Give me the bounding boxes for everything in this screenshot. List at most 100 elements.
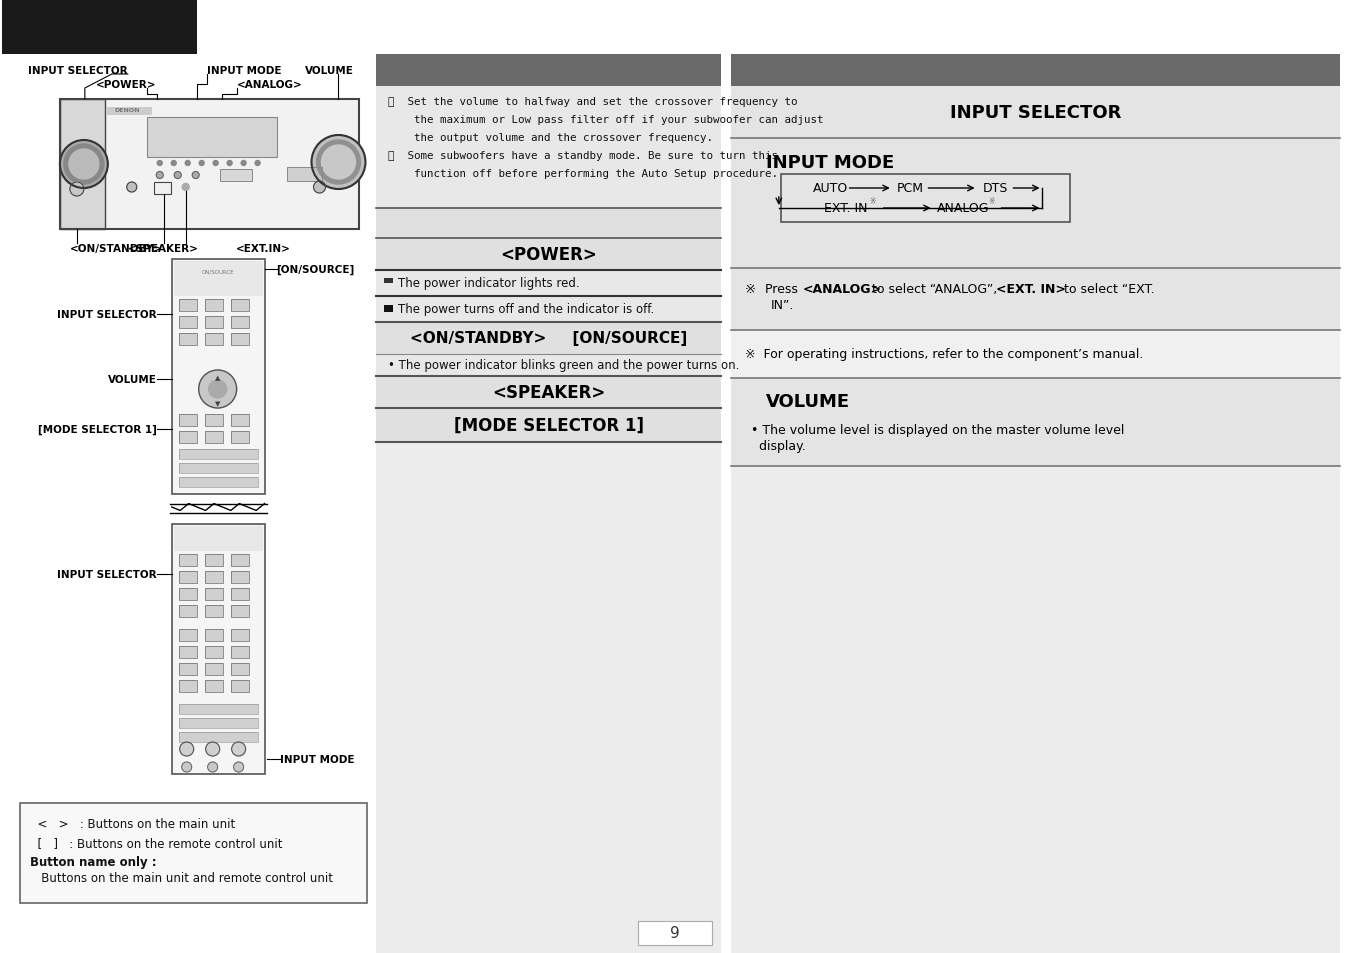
- Bar: [376, 209, 720, 239]
- Circle shape: [227, 161, 232, 167]
- Bar: [205, 572, 223, 583]
- Bar: [781, 174, 1070, 223]
- Bar: [178, 450, 258, 459]
- Bar: [205, 663, 223, 676]
- Bar: [178, 680, 197, 692]
- Text: Button name only :: Button name only :: [30, 855, 156, 868]
- Bar: [178, 704, 258, 714]
- Bar: [231, 605, 248, 618]
- Circle shape: [313, 182, 325, 193]
- Bar: [205, 432, 223, 443]
- Text: The power indicator lights red.: The power indicator lights red.: [398, 277, 580, 291]
- Circle shape: [63, 145, 104, 185]
- Bar: [178, 432, 197, 443]
- Text: <POWER>: <POWER>: [500, 246, 598, 264]
- Bar: [231, 415, 248, 427]
- Bar: [178, 646, 197, 659]
- Bar: [205, 663, 223, 676]
- Bar: [376, 87, 720, 209]
- Text: VOLUME: VOLUME: [766, 393, 850, 411]
- Text: ON/SOURCE: ON/SOURCE: [202, 269, 235, 274]
- Circle shape: [158, 161, 162, 167]
- Text: <POWER>: <POWER>: [96, 80, 156, 90]
- Bar: [20, 803, 367, 903]
- Bar: [731, 87, 1340, 953]
- Circle shape: [255, 161, 260, 167]
- Circle shape: [179, 742, 194, 757]
- Bar: [178, 572, 197, 583]
- Bar: [178, 680, 197, 692]
- Bar: [178, 663, 197, 676]
- Circle shape: [70, 183, 84, 196]
- Bar: [178, 477, 258, 488]
- Bar: [178, 646, 197, 659]
- Text: PCM: PCM: [897, 182, 924, 195]
- Bar: [638, 921, 712, 945]
- Text: 9: 9: [670, 925, 680, 941]
- Bar: [231, 316, 248, 329]
- Bar: [205, 680, 223, 692]
- Text: VOLUME: VOLUME: [108, 375, 156, 385]
- Text: <ON/STANDBY>     [ON/SOURCE]: <ON/STANDBY> [ON/SOURCE]: [410, 331, 687, 346]
- Bar: [220, 170, 252, 182]
- Bar: [231, 572, 248, 583]
- Bar: [286, 168, 321, 182]
- Circle shape: [171, 161, 177, 167]
- Text: DTS: DTS: [983, 182, 1008, 195]
- Bar: [231, 555, 248, 566]
- Bar: [178, 732, 258, 742]
- Text: the maximum or Low pass filter off if your subwoofer can adjust: the maximum or Low pass filter off if yo…: [389, 115, 824, 125]
- Circle shape: [198, 371, 236, 409]
- Bar: [178, 415, 197, 427]
- Bar: [178, 555, 197, 566]
- Bar: [178, 605, 197, 618]
- Bar: [147, 118, 277, 158]
- Text: ※: ※: [870, 197, 876, 206]
- Circle shape: [205, 742, 220, 757]
- Bar: [731, 87, 1340, 139]
- Bar: [59, 100, 105, 230]
- Bar: [205, 605, 223, 618]
- Bar: [376, 323, 720, 355]
- Bar: [231, 680, 248, 692]
- Text: <ANALOG>: <ANALOG>: [803, 283, 882, 295]
- Bar: [205, 299, 223, 312]
- Text: INPUT MODE: INPUT MODE: [766, 153, 894, 172]
- Bar: [384, 306, 394, 313]
- Bar: [205, 415, 223, 427]
- Bar: [178, 450, 258, 459]
- Bar: [231, 415, 248, 427]
- Circle shape: [59, 141, 108, 189]
- Bar: [20, 803, 367, 903]
- Bar: [178, 629, 197, 641]
- Bar: [731, 467, 1340, 953]
- Text: IN”.: IN”.: [770, 298, 795, 312]
- Bar: [231, 299, 248, 312]
- Bar: [286, 168, 321, 182]
- Text: to select “EXT.: to select “EXT.: [1060, 283, 1155, 295]
- Text: • The power indicator blinks green and the power turns on.: • The power indicator blinks green and t…: [389, 359, 739, 372]
- Circle shape: [233, 762, 244, 772]
- Bar: [171, 260, 264, 495]
- Bar: [231, 629, 248, 641]
- Circle shape: [174, 172, 181, 179]
- Bar: [231, 334, 248, 346]
- Bar: [231, 680, 248, 692]
- Text: [MODE SELECTOR 1]: [MODE SELECTOR 1]: [453, 416, 643, 435]
- Circle shape: [317, 141, 360, 185]
- Circle shape: [127, 183, 136, 193]
- Circle shape: [312, 136, 366, 190]
- Bar: [178, 463, 258, 474]
- Circle shape: [200, 161, 204, 167]
- Bar: [205, 316, 223, 329]
- Text: ※  For operating instructions, refer to the component’s manual.: ※ For operating instructions, refer to t…: [745, 348, 1143, 361]
- Text: ※  Some subwoofers have a standby mode. Be sure to turn this: ※ Some subwoofers have a standby mode. B…: [389, 151, 778, 161]
- Bar: [231, 555, 248, 566]
- Bar: [205, 299, 223, 312]
- Bar: [376, 442, 720, 953]
- Text: Buttons on the main unit and remote control unit: Buttons on the main unit and remote cont…: [30, 871, 333, 884]
- Text: [MODE SELECTOR 1]: [MODE SELECTOR 1]: [38, 424, 156, 435]
- Bar: [205, 588, 223, 600]
- Bar: [231, 605, 248, 618]
- Bar: [107, 108, 151, 116]
